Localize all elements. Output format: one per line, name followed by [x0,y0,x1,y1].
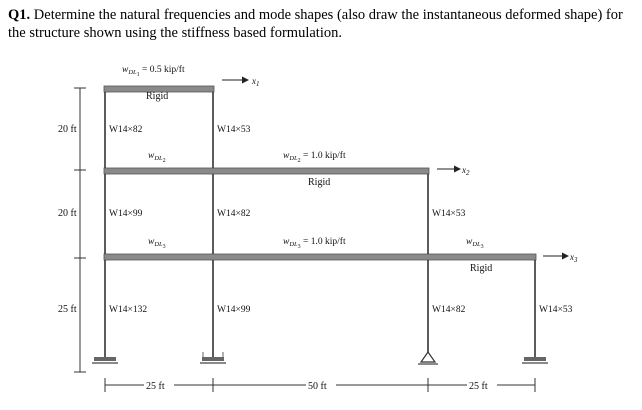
column-label-mid-center: W14×82 [217,209,251,219]
span-label-left: 25 ft [146,381,165,392]
height-dimension-line [74,87,86,373]
load-label-mid-left: wDL2 [148,151,166,164]
beam-level-3 [103,85,215,93]
fixed-support-left [92,357,118,364]
fixed-support-center [200,352,226,364]
column-label-low-far-right: W14×53 [539,305,573,315]
rigid-label-bottom: Rigid [470,263,492,274]
rigid-label-top: Rigid [146,91,168,102]
dof-label-x3: x3 [569,252,578,264]
fixed-support-far-right [522,357,548,364]
load-label-low-left: wDL3 [148,237,166,250]
dof-arrows [222,76,569,260]
span-label-right: 25 ft [469,381,488,392]
question-number: Q1. [8,7,31,23]
beam-level-2 [103,167,430,175]
column-label-mid-left: W14×99 [109,209,143,219]
pin-support-right [418,350,438,365]
column-label-low-right: W14×82 [432,305,466,315]
load-label-mid-right: wDL2 = 1.0 kip/ft [283,150,346,164]
load-label-low-mid: wDL3 = 1.0 kip/ft [283,236,346,250]
dof-label-x1: x1 [251,76,260,88]
question-body: Determine the natural frequencies and mo… [8,7,623,41]
column-label-low-center: W14×99 [217,305,251,315]
load-label-low-right: wDL3 [466,237,484,250]
column-label-top-right: W14×53 [217,125,251,135]
load-label-top: wDL1 = 0.5 kip/ft [122,64,185,78]
rigid-beams [103,85,537,261]
dof-label-x2: x2 [461,165,470,177]
columns [104,92,536,358]
column-label-low-left: W14×132 [109,305,147,315]
span-label-center: 50 ft [308,381,327,392]
beam-level-1 [103,253,537,261]
height-label-middle: 20 ft [58,208,77,219]
column-label-top-left: W14×82 [109,125,143,135]
question-text: Q1. Determine the natural frequencies an… [8,6,636,42]
height-label-top: 20 ft [58,124,77,135]
rigid-label-middle: Rigid [308,177,330,188]
column-label-mid-right: W14×53 [432,209,466,219]
height-label-bottom: 25 ft [58,304,77,315]
